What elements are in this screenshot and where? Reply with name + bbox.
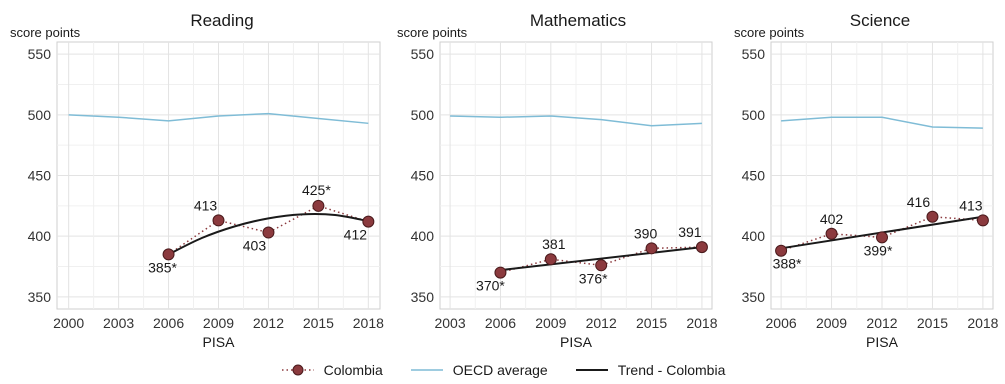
legend-swatch-oecd xyxy=(410,369,443,371)
series-line-colombia xyxy=(168,205,369,256)
data-point-colombia xyxy=(362,215,375,228)
x-tick-label: 2012 xyxy=(253,315,284,331)
legend-item-oecd: OECD average xyxy=(409,362,548,378)
x-axis-label: PISA xyxy=(866,334,899,350)
y-tick-label: 400 xyxy=(742,228,766,244)
data-label: 381 xyxy=(542,236,566,252)
x-tick-label: 2006 xyxy=(766,315,797,331)
x-tick-label: 2000 xyxy=(53,315,84,331)
y-axis-label: score points xyxy=(734,25,805,40)
data-point-colombia xyxy=(162,248,175,261)
y-tick-label: 350 xyxy=(411,289,435,305)
data-label: 388* xyxy=(773,256,802,272)
chart-title: Reading xyxy=(190,11,253,30)
data-point-colombia xyxy=(825,227,838,240)
chart-panel-science: 350 400 450 500 550 2006 2009 2012 2015 2018 Scien… xyxy=(734,11,999,350)
legend-label-colombia: Colombia xyxy=(323,362,383,378)
data-point-colombia xyxy=(262,226,275,239)
data-point-colombia xyxy=(645,242,658,255)
data-point-colombia xyxy=(876,231,888,244)
x-tick-label: 2006 xyxy=(485,315,516,331)
data-label: 416 xyxy=(907,194,931,210)
x-tick-label: 2003 xyxy=(434,315,465,331)
series-line-trend-colombia xyxy=(500,246,703,272)
y-tick-label: 350 xyxy=(28,289,52,305)
y-tick-label: 550 xyxy=(411,46,435,62)
data-label: 425* xyxy=(302,182,331,198)
y-tick-label: 450 xyxy=(28,168,52,184)
data-point-colombia xyxy=(775,244,788,257)
legend-item-trend: Trend - Colombia xyxy=(574,362,726,378)
x-axis-label: PISA xyxy=(203,334,236,350)
series-line-oecd-average xyxy=(68,112,369,125)
data-point-colombia xyxy=(976,214,989,227)
data-label: 370* xyxy=(476,278,505,294)
x-tick-label: 2006 xyxy=(153,315,184,331)
data-label: 402 xyxy=(820,211,844,227)
data-label: 399* xyxy=(864,242,893,258)
legend-label-oecd: OECD average xyxy=(452,362,548,378)
y-tick-label: 400 xyxy=(411,228,435,244)
chart-panel-mathematics: 350 400 450 500 550 2003 2006 2009 2012 2015 2018 M… xyxy=(397,11,718,350)
series-line-trend-colombia xyxy=(168,212,369,256)
x-tick-label: 2018 xyxy=(686,315,717,331)
x-tick-label: 2009 xyxy=(203,315,234,331)
data-label: 391 xyxy=(678,224,702,240)
legend-label-trend: Trend - Colombia xyxy=(617,362,726,378)
data-point-colombia xyxy=(595,259,608,272)
data-point-colombia xyxy=(695,241,708,254)
y-axis-label: score points xyxy=(397,25,468,40)
data-point-colombia xyxy=(212,214,225,227)
y-axis-label: score points xyxy=(10,25,81,40)
y-tick-label: 550 xyxy=(28,46,52,62)
legend-swatch-colombia xyxy=(281,364,314,376)
y-tick-label: 550 xyxy=(742,46,766,62)
data-point-colombia xyxy=(312,199,325,212)
chart-title: Mathematics xyxy=(530,11,626,30)
x-tick-label: 2012 xyxy=(866,315,897,331)
y-tick-label: 400 xyxy=(28,228,52,244)
x-tick-label: 2018 xyxy=(967,315,998,331)
series-line-oecd-average xyxy=(781,116,983,129)
data-label: 390 xyxy=(634,225,658,241)
chart-panel-reading: 350 400 450 500 550 2000 2003 2006 2009 2012 2015 2… xyxy=(10,11,384,350)
data-point-colombia xyxy=(926,210,939,223)
data-point-colombia xyxy=(494,266,507,279)
x-tick-label: 2018 xyxy=(353,315,384,331)
legend: Colombia OECD average Trend - Colombia xyxy=(0,360,1005,380)
data-label: 385* xyxy=(148,259,177,275)
x-axis-label: PISA xyxy=(560,334,593,350)
x-tick-label: 2015 xyxy=(636,315,667,331)
x-tick-label: 2003 xyxy=(103,315,134,331)
data-label: 413 xyxy=(194,197,218,213)
chart-title: Science xyxy=(850,11,910,30)
y-tick-label: 500 xyxy=(28,107,52,123)
data-point-colombia xyxy=(544,253,557,266)
pisa-charts: 350 400 450 500 550 2000 2003 2006 2009 2012 2015 2… xyxy=(10,11,999,350)
legend-item-colombia: Colombia xyxy=(280,362,383,378)
data-label: 412 xyxy=(344,227,368,243)
x-tick-label: 2012 xyxy=(586,315,617,331)
y-tick-label: 450 xyxy=(742,168,766,184)
data-label: 376* xyxy=(579,270,608,286)
data-label: 413 xyxy=(959,197,983,213)
y-tick-label: 500 xyxy=(742,107,766,123)
x-tick-label: 2009 xyxy=(816,315,847,331)
x-tick-label: 2015 xyxy=(303,315,334,331)
y-tick-label: 350 xyxy=(742,289,766,305)
y-tick-label: 500 xyxy=(411,107,435,123)
series-line-oecd-average xyxy=(450,115,702,127)
data-label: 403 xyxy=(243,238,267,254)
x-tick-label: 2009 xyxy=(535,315,566,331)
x-tick-label: 2015 xyxy=(917,315,948,331)
y-tick-label: 450 xyxy=(411,168,435,184)
legend-swatch-trend xyxy=(575,369,608,371)
